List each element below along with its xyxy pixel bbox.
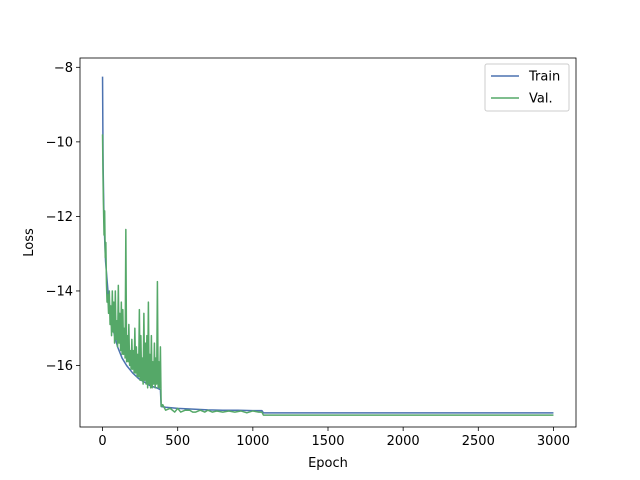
x-tick-label: 500 bbox=[165, 434, 190, 449]
y-tick-label: −10 bbox=[46, 135, 73, 150]
y-axis-ticks: −16 −14 −12 −10 −8 bbox=[46, 61, 80, 374]
y-tick-label: −8 bbox=[54, 61, 73, 76]
y-tick-label: −16 bbox=[46, 359, 73, 374]
x-axis-ticks: 0 500 1000 1500 2000 2500 3000 bbox=[98, 427, 570, 449]
x-axis-label: Epoch bbox=[308, 456, 348, 471]
x-tick-label: 2000 bbox=[387, 434, 420, 449]
x-tick-label: 3000 bbox=[537, 434, 570, 449]
legend-label-val: Val. bbox=[529, 92, 553, 107]
x-tick-label: 1000 bbox=[236, 434, 269, 449]
x-tick-label: 2500 bbox=[462, 434, 495, 449]
series-layer bbox=[101, 76, 554, 416]
y-tick-label: −12 bbox=[46, 210, 73, 225]
plot-area bbox=[80, 58, 576, 427]
legend-label-train: Train bbox=[528, 70, 560, 85]
y-axis-label: Loss bbox=[22, 228, 37, 257]
series-line-val bbox=[101, 134, 554, 416]
x-tick-label: 1500 bbox=[311, 434, 344, 449]
legend: Train Val. bbox=[484, 63, 570, 112]
x-tick-label: 0 bbox=[98, 434, 106, 449]
y-tick-label: −14 bbox=[46, 284, 73, 299]
